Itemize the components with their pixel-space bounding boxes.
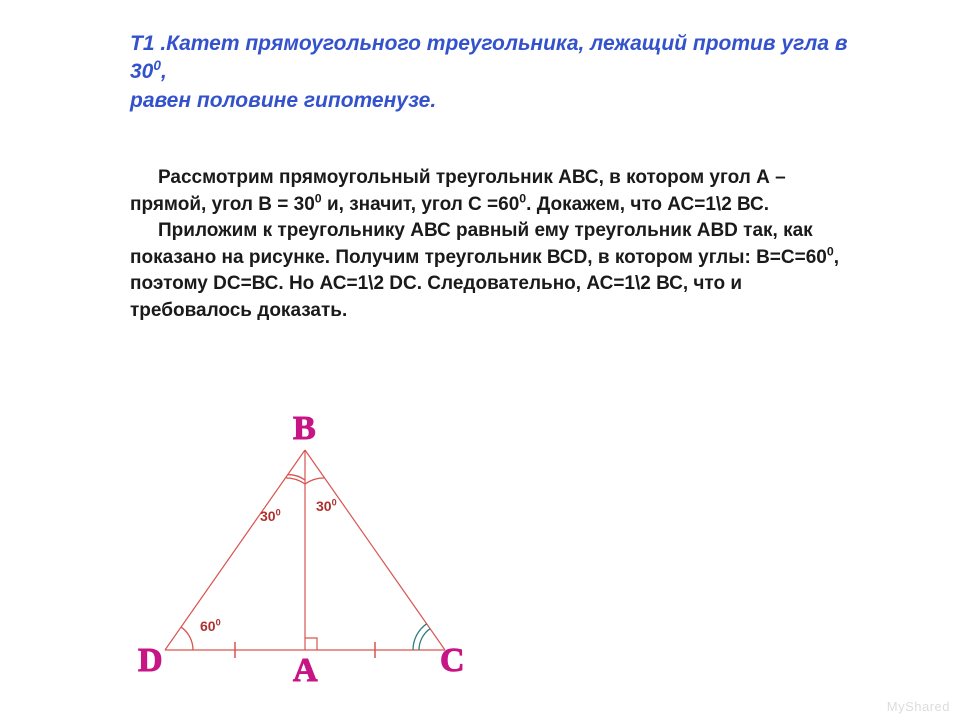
watermark: MyShared bbox=[887, 699, 950, 714]
a30ls: 0 bbox=[276, 507, 281, 517]
angle-60: 600 bbox=[200, 618, 221, 634]
p1b: и, значит, угол С =60 bbox=[322, 194, 520, 215]
vertex-c-label: С bbox=[440, 642, 465, 680]
a60: 60 bbox=[200, 618, 216, 634]
a30l: 30 bbox=[260, 508, 276, 524]
a60s: 0 bbox=[216, 617, 221, 627]
theorem-title: Т1 .Катет прямоугольного треугольника, л… bbox=[130, 30, 850, 115]
title-tail: , bbox=[161, 60, 167, 83]
p1s1: 0 bbox=[315, 191, 322, 205]
title-sup: 0 bbox=[153, 58, 161, 73]
angle-30-right: 300 bbox=[316, 498, 337, 514]
p1c: . Докажем, что АС=1\2 ВС. bbox=[526, 194, 769, 215]
vertex-d-label: D bbox=[138, 642, 163, 680]
triangle-diagram: В D А С 300 300 600 bbox=[130, 420, 530, 710]
vertex-b-label: В bbox=[293, 410, 316, 448]
p2a: Приложим к треугольнику АВС равный ему т… bbox=[130, 220, 827, 268]
vertex-a-label: А bbox=[293, 652, 318, 690]
proof-para-1: Рассмотрим прямоугольный треугольник АВС… bbox=[130, 165, 850, 218]
diagram-svg bbox=[130, 420, 530, 710]
angle-30-left: 300 bbox=[260, 508, 281, 524]
title-line1: Т1 .Катет прямоугольного треугольника, л… bbox=[130, 32, 848, 83]
p2s1: 0 bbox=[827, 244, 834, 258]
title-line2: равен половине гипотенузе. bbox=[130, 89, 436, 112]
a30r: 30 bbox=[316, 498, 332, 514]
proof-para-2: Приложим к треугольнику АВС равный ему т… bbox=[130, 218, 850, 324]
a30rs: 0 bbox=[332, 497, 337, 507]
proof-text: Рассмотрим прямоугольный треугольник АВС… bbox=[130, 165, 850, 325]
